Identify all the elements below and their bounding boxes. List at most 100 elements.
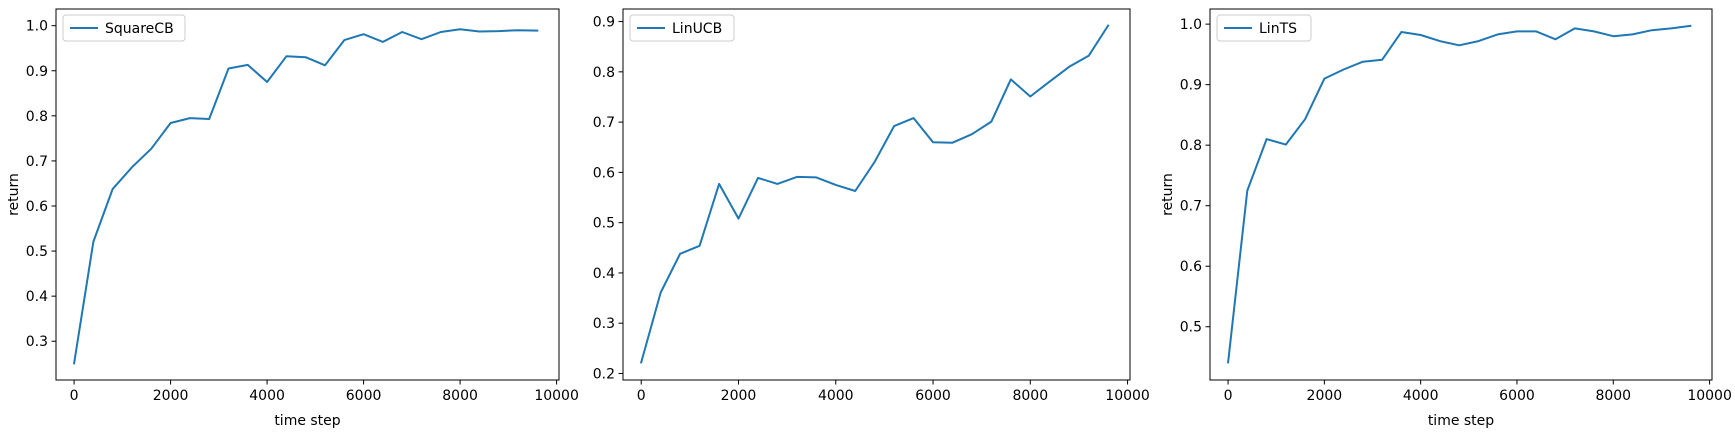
y-tick-label: 0.9 [1180,78,1202,94]
data-point [72,361,76,365]
data-point [1611,34,1615,38]
data-point [226,67,230,71]
series-line-SquareCB [72,28,539,365]
data-point [1361,60,1365,64]
x-tick-label: 0 [637,388,646,404]
data-point [246,63,250,67]
legend-box [629,14,735,42]
y-tick-label: 0.8 [593,65,615,81]
x-tick-label: 0 [70,388,79,404]
y-tick-label: 0.5 [1180,320,1202,336]
legend-label: LinUCB [672,21,722,37]
legend-box [62,14,186,42]
data-point [1457,43,1461,47]
data-point [477,30,481,34]
data-point [188,116,192,120]
data-point [950,141,954,145]
x-tick-label: 10000 [534,388,579,404]
y-tick-label: 1.0 [1180,17,1202,33]
data-point [892,124,896,128]
data-point [775,182,779,186]
subplot-3: 0 2000 4000 6000 8000 10000 0.5 0.6 0.7 0.8 0.9 1.0… [1160,8,1732,429]
data-point [1226,360,1230,364]
y-tick-label: 0.7 [593,115,615,131]
x-tick-label: 4000 [249,388,285,404]
data-point [1028,94,1032,98]
data-point [989,120,993,124]
data-point [342,38,346,42]
x-tick-label: 2000 [153,388,189,404]
data-point [1067,65,1071,69]
data-point [814,175,818,179]
x-tick-label: 8000 [1595,388,1631,404]
axes-frame [1209,8,1713,381]
data-point [970,132,974,136]
data-point [207,117,211,121]
series-line-LinTS [1226,24,1692,364]
y-tick-label: 0.7 [1180,199,1202,215]
data-point [497,29,501,33]
legend: LinTS [1216,14,1312,42]
y-tick-label: 0.3 [26,334,48,350]
legend-label: SquareCB [105,21,174,37]
data-point [1342,68,1346,72]
y-tick-label: 0.9 [593,15,615,31]
data-point [535,29,539,33]
y-tick-label: 0.6 [1180,259,1202,275]
data-point [1245,189,1249,193]
legend-label: LinTS [1259,21,1297,37]
x-tick-label: 8000 [1012,388,1048,404]
x-tick-label: 4000 [818,388,854,404]
data-point [853,189,857,193]
data-point [419,37,423,41]
data-point [931,140,935,144]
y-tick-label: 0.7 [26,154,48,170]
data-point [756,176,760,180]
data-point [834,183,838,187]
y-axis-label: return [1160,173,1176,216]
data-point [1592,29,1596,33]
y-tick-label: 0.4 [26,289,48,305]
data-point [1515,29,1519,33]
data-point [458,27,462,31]
data-point [1496,32,1500,36]
x-tick-label: 0 [1224,388,1233,404]
data-point [1688,24,1692,28]
data-point [1284,143,1288,147]
subplot-1: 0 2000 4000 6000 8000 10000 0.3 0.4 0.5 0.6 0.7 0.8… [6,8,579,429]
data-point [381,40,385,44]
data-point [400,30,404,34]
axes-frame [622,8,1131,381]
data-point [169,121,173,125]
data-point [717,182,721,186]
data-point [639,360,643,364]
x-axis-label: time step [274,413,340,429]
axes-frame [55,8,560,381]
data-point [873,160,877,164]
x-tick-label: 10000 [1105,388,1150,404]
data-point [1265,137,1269,141]
data-point [1631,32,1635,36]
data-point [698,244,702,248]
data-point [284,54,288,58]
series-line-LinUCB [639,24,1110,364]
data-point [130,165,134,169]
y-tick-label: 0.3 [593,316,615,332]
y-tick-label: 1.0 [26,19,48,35]
x-tick-label: 2000 [721,388,757,404]
data-point [795,175,799,179]
data-point [737,217,741,221]
y-tick-label: 0.8 [1180,138,1202,154]
y-axis-label: return [6,173,22,216]
data-point [1009,77,1013,81]
y-tick-label: 0.2 [593,366,615,382]
data-point [91,240,95,244]
data-point [1380,58,1384,62]
data-point [1534,29,1538,33]
data-point [1087,54,1091,58]
data-point [1322,77,1326,81]
y-tick-label: 0.6 [26,199,48,215]
data-point [1419,33,1423,37]
data-point [1399,30,1403,34]
